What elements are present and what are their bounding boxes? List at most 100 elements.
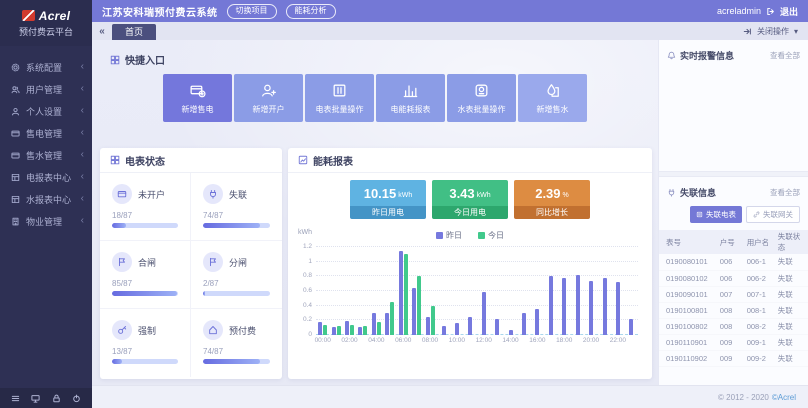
offline-gateways-tab[interactable]: 失联网关 [746, 206, 800, 223]
status-cell-switch-off[interactable]: 分闸 2/87 [191, 241, 282, 309]
report-icon [11, 195, 20, 203]
col-offline-status: 失联状态 [770, 230, 808, 254]
sidebar-item-water-sale[interactable]: 售水管理 ‹ [0, 144, 92, 166]
status-badge: 失联 [770, 254, 808, 271]
sidebar-item-system-config[interactable]: 系统配置 ‹ [0, 56, 92, 78]
top-header: 江苏安科瑞预付费云系统 切换项目 能耗分析 acreladmin 退出 [92, 0, 808, 22]
status-cell-switch-on[interactable]: 合闸 85/87 [100, 241, 191, 309]
y-axis-label: kWh [298, 229, 312, 236]
add-electricity-sale-button[interactable]: 新增售电 [163, 74, 232, 122]
meter-batch-operation-button[interactable]: 电表批量操作 [305, 74, 374, 122]
chevron-icon: ‹ [80, 149, 84, 160]
status-cell-forced[interactable]: 强制 13/87 [100, 309, 191, 377]
kpi-yesterday-usage: 10.15 kWh 昨日用电 [350, 180, 426, 219]
sidebar-footer [0, 388, 92, 408]
table-row[interactable]: 0190110902 009 009-2 失联 [659, 350, 808, 367]
right-panel: 实时报警信息 查看全部 失联信息 查看全部 失联电表 失联网关 表号 户号 用户… [658, 40, 808, 385]
status-cell-offline[interactable]: 失联 74/87 [191, 173, 282, 241]
table-row[interactable]: 0190110901 009 009-1 失联 [659, 334, 808, 351]
progress-bar [203, 223, 270, 228]
card-icon [11, 152, 20, 159]
close-operations-dropdown[interactable]: 关闭操作 [756, 26, 789, 36]
sidebar-item-water-report-center[interactable]: 水报表中心 ‹ [0, 188, 92, 210]
water-meter-batch-operation-button[interactable]: 水表批量操作 [447, 74, 516, 122]
chevron-icon: ‹ [80, 83, 84, 94]
bar-group-23:00 [625, 247, 638, 335]
bar-group-14:00 [504, 247, 517, 335]
add-account-button[interactable]: 新增开户 [234, 74, 303, 122]
menu-icon[interactable] [11, 394, 20, 403]
chart-xaxis: 00:00 02:00 04:00 06:00 08:00 10:00 12:00 14:00… [314, 337, 627, 344]
alarm-view-all-link[interactable]: 查看全部 [770, 51, 800, 60]
sidebar-item-property-management[interactable]: 物业管理 ‹ [0, 210, 92, 232]
legend-item[interactable]: 今日 [478, 230, 504, 241]
bar-group-16:00 [531, 247, 544, 335]
chart-legend: 昨日 今日 [298, 229, 642, 241]
key-icon [118, 326, 127, 334]
switch-project-button[interactable]: 切换项目 [226, 3, 277, 19]
status-badge: 失联 [770, 350, 808, 367]
bell-icon [667, 51, 676, 60]
energy-report-button[interactable]: 电能耗报表 [376, 74, 445, 122]
tab-bar: « 首页 关闭操作 ▾ [92, 22, 808, 40]
bar-group-11:00 [464, 247, 477, 335]
kpi-yoy-growth: 2.39% 同比增长 [514, 180, 590, 219]
building-icon [12, 217, 19, 225]
bar-group-07:00 [410, 247, 423, 335]
brand-subtitle: 预付费云平台 [18, 26, 73, 37]
energy-report-panel: 能耗报表 10.15 kWh 昨日用电 3.43 kWh 今日用电 2.39% 同比… [288, 148, 652, 379]
status-cell-not-opened[interactable]: 未开户 18/87 [100, 173, 191, 241]
system-title: 江苏安科瑞预付费云系统 [102, 7, 218, 19]
progress-bar [203, 291, 270, 296]
bar-group-22:00 [611, 247, 624, 335]
username[interactable]: acreladmin [716, 6, 761, 16]
bar-group-17:00 [544, 247, 557, 335]
energy-bar-chart: kWh 昨日 今日 0 0.2 0.4 0.6 0.8 1 1.2 00:00 02:00 04:… [298, 229, 642, 361]
progress-bar [112, 223, 178, 228]
status-cell-prepaid[interactable]: 预付费 74/87 [191, 309, 282, 377]
tab-home[interactable]: 首页 [112, 24, 157, 40]
user-plus-icon [262, 84, 276, 96]
logout-icon[interactable] [766, 7, 775, 16]
sidebar-item-user-management[interactable]: 用户管理 ‹ [0, 78, 92, 100]
bar-group-09:00 [437, 247, 450, 335]
collapse-tabs-icon[interactable]: « [99, 25, 105, 37]
offline-meters-tab[interactable]: 失联电表 [690, 206, 742, 223]
table-row[interactable]: 0190090101 007 007-1 失联 [659, 286, 808, 303]
power-icon[interactable] [72, 394, 81, 403]
progress-bar [203, 359, 270, 364]
bar-group-06:00 [397, 247, 410, 335]
logout-button[interactable]: 退出 [779, 6, 798, 17]
sidebar-item-electricity-sale[interactable]: 售电管理 ‹ [0, 122, 92, 144]
lock-icon[interactable] [52, 394, 61, 403]
expand-tabs-icon[interactable] [743, 27, 752, 36]
flag-icon [119, 257, 125, 267]
plug-icon [210, 190, 216, 199]
legend-item[interactable]: 昨日 [436, 230, 462, 241]
monitor-icon[interactable] [31, 394, 40, 403]
brand-name: Acrel [38, 8, 71, 23]
status-value: 13/87 [112, 347, 133, 356]
chevron-icon: ‹ [80, 171, 84, 182]
sidebar-menu: 系统配置 ‹ 用户管理 ‹ 个人设置 ‹ 售电管理 ‹ 售水管理 ‹ 电报表中心 ‹ 水报表… [0, 56, 92, 232]
status-badge: 失联 [770, 286, 808, 303]
meter-status-panel: 电表状态 未开户 18/87 失联 74/87 合闸 85/87 分闸 2/87 [100, 148, 282, 379]
table-row[interactable]: 0190080101 006 006-1 失联 [659, 254, 808, 271]
table-row[interactable]: 0190100801 008 008-1 失联 [659, 302, 808, 319]
tab-actions: 关闭操作 ▾ [743, 26, 808, 37]
table-row[interactable]: 0190080102 006 006-2 失联 [659, 270, 808, 287]
kpi-cards: 10.15 kWh 昨日用电 3.43 kWh 今日用电 2.39% 同比增长 [288, 180, 652, 219]
users-icon [11, 85, 20, 93]
add-water-sale-button[interactable]: 新增售水 [518, 74, 587, 122]
status-value: 85/87 [112, 279, 133, 288]
flag-icon [210, 257, 216, 267]
status-value: 2/87 [203, 279, 219, 288]
bar-group-01:00 [329, 247, 342, 335]
offline-view-all-link[interactable]: 查看全部 [770, 188, 800, 197]
sidebar-item-personal-settings[interactable]: 个人设置 ‹ [0, 100, 92, 122]
status-value: 74/87 [203, 347, 224, 356]
sidebar-item-electricity-report-center[interactable]: 电报表中心 ‹ [0, 166, 92, 188]
energy-analysis-button[interactable]: 能耗分析 [285, 3, 336, 19]
table-row[interactable]: 0190100802 008 008-2 失联 [659, 318, 808, 335]
acrel-link[interactable]: ©Acrel [771, 392, 796, 402]
